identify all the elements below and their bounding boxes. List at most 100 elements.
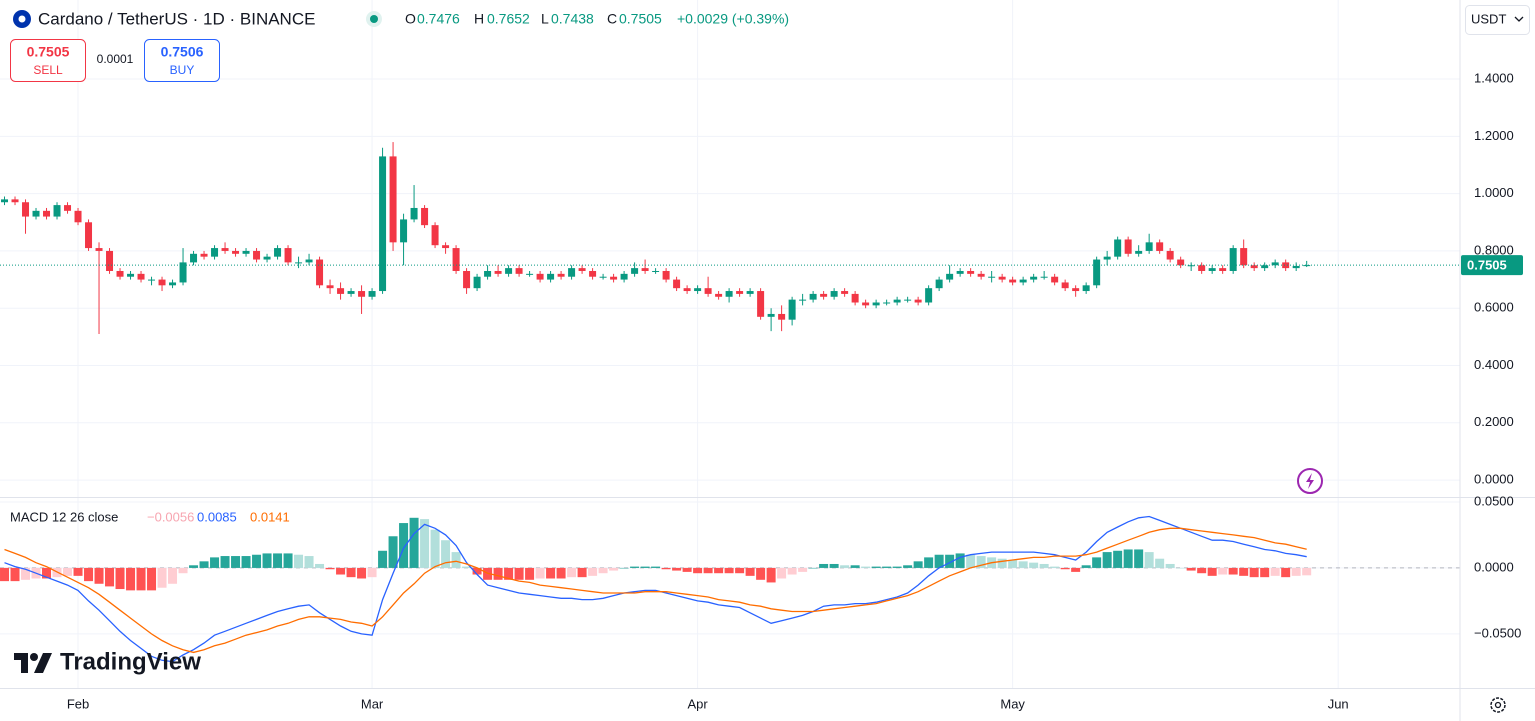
histogram-bar: [556, 567, 566, 579]
x-tick-label: Jun: [1328, 696, 1349, 711]
histogram-bar: [1039, 563, 1049, 568]
histogram-bar: [210, 557, 220, 568]
candle-body: [211, 248, 219, 257]
candle-body: [74, 210, 82, 223]
histogram-bar: [283, 553, 293, 568]
histogram-bar: [535, 567, 545, 579]
currency-label[interactable]: USDT: [1471, 11, 1506, 26]
branding: TradingView: [14, 648, 201, 675]
x-tick-label: Apr: [687, 696, 708, 711]
buy-button[interactable]: 0.7506 BUY: [144, 39, 220, 82]
histogram-bar: [766, 567, 776, 583]
sell-price[interactable]: 0.7505: [27, 44, 70, 60]
histogram-bar: [892, 566, 902, 568]
histogram-bar: [0, 567, 10, 582]
candle-body: [1229, 248, 1237, 271]
histogram-bar: [1218, 567, 1228, 575]
brand-mark-1: [14, 653, 28, 673]
histogram-bar: [945, 554, 955, 568]
candle-body: [851, 293, 859, 303]
flash-icon[interactable]: [1306, 473, 1314, 489]
buy-price[interactable]: 0.7506: [161, 44, 204, 60]
candle-body: [1093, 259, 1101, 286]
candle-body: [536, 273, 544, 280]
histogram-bar: [178, 567, 188, 574]
histogram-bar: [493, 567, 503, 580]
candle-body: [43, 210, 51, 217]
histogram-bar: [294, 554, 304, 568]
y-tick-label: 0.4000: [1474, 357, 1514, 372]
histogram-bar: [472, 567, 482, 575]
candle-body: [883, 302, 891, 304]
histogram-bar: [871, 566, 881, 568]
currency-box[interactable]: [1465, 5, 1530, 35]
candle-body: [1145, 242, 1153, 251]
candle-body: [232, 250, 240, 254]
candle-body: [368, 291, 376, 297]
histogram-bar: [84, 567, 94, 582]
histogram-bar: [157, 567, 167, 588]
candle-body: [274, 248, 282, 257]
currency-caret[interactable]: [1514, 16, 1524, 22]
candle-body: [631, 268, 639, 274]
candle-body: [64, 205, 72, 211]
histogram-bar: [1249, 567, 1259, 578]
candle-body: [494, 270, 502, 274]
candle-body: [379, 156, 387, 292]
histogram-bar: [189, 565, 199, 568]
candle-body: [998, 276, 1006, 280]
sell-button[interactable]: 0.7505 SELL: [10, 39, 86, 82]
histogram-bar: [1123, 549, 1133, 568]
symbol-title: Cardano / TetherUS · 1D · BINANCE: [38, 9, 315, 28]
candle-body: [200, 253, 208, 257]
histogram-bar: [598, 567, 608, 574]
currency-button[interactable]: USDT: [1465, 5, 1530, 35]
candle-body: [1177, 259, 1185, 266]
candle-body: [1219, 268, 1227, 271]
histogram-bar: [1239, 567, 1249, 576]
settings-button[interactable]: [1490, 697, 1506, 713]
buy-box[interactable]: [144, 39, 220, 82]
candle-body: [830, 291, 838, 297]
settings-gear-center[interactable]: [1494, 701, 1502, 709]
histogram-bar: [462, 566, 472, 568]
histogram-bar: [399, 523, 409, 568]
histogram-bar: [514, 567, 524, 580]
candle-body: [1282, 262, 1290, 269]
histogram-bar: [115, 567, 125, 590]
y-tick-label: −0.0500: [1474, 625, 1521, 640]
histogram-bar: [420, 519, 430, 568]
histogram-bar: [388, 536, 398, 568]
candle-body: [1072, 288, 1080, 292]
histogram-bar: [1155, 558, 1165, 568]
sell-box[interactable]: [10, 39, 86, 82]
flash-button[interactable]: [1297, 468, 1323, 494]
histogram-bar: [199, 561, 209, 568]
candle-body: [337, 288, 345, 294]
candle-body: [431, 225, 439, 246]
histogram-bar: [682, 567, 692, 572]
histogram-bar: [661, 567, 671, 570]
histogram-bar: [1302, 567, 1312, 576]
candle-body: [316, 259, 324, 286]
histogram-bar: [882, 566, 892, 568]
candle-body: [893, 299, 901, 303]
histogram-bar: [1102, 552, 1112, 568]
histogram-bar: [63, 567, 73, 576]
histogram-bar: [966, 554, 976, 568]
histogram-bar: [798, 567, 808, 572]
buy-label[interactable]: BUY: [170, 63, 195, 77]
histogram-bar: [483, 567, 493, 580]
candle-body: [757, 291, 765, 317]
histogram-bar: [441, 540, 451, 568]
settings-gear[interactable]: [1490, 697, 1506, 713]
histogram-bar: [934, 554, 944, 568]
sell-label[interactable]: SELL: [33, 63, 63, 77]
x-tick-label: May: [1000, 696, 1025, 711]
brand-mark-3: [34, 653, 52, 673]
candle-body: [904, 299, 912, 301]
candle-body: [1061, 282, 1069, 289]
candle-body: [221, 248, 229, 251]
y-tick-label: 0.0000: [1474, 559, 1514, 574]
candle-body: [505, 268, 513, 274]
